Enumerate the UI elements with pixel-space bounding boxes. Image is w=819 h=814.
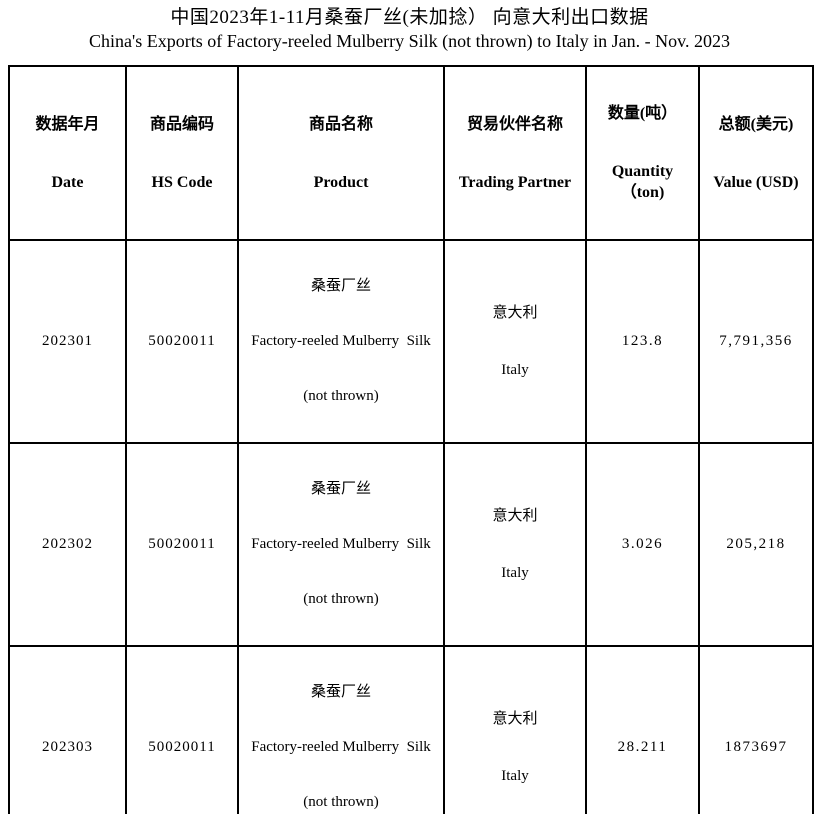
header-quantity-zh: 数量(吨）: [607, 105, 678, 122]
partner-line-zh: 意大利: [492, 507, 538, 524]
table-header-row: 数据年月 Date 商品编码 HS Code 商品名称 Product 贸易伙伴…: [8, 65, 814, 241]
date-cell: 202301: [8, 239, 127, 444]
quantity-cell: 3.026: [585, 442, 700, 647]
header-hs-code: 商品编码 HS Code: [125, 65, 239, 241]
date-cell: 202302: [8, 442, 127, 647]
product-line-note: (not thrown): [303, 591, 379, 607]
partner-line-zh: 意大利: [492, 710, 538, 727]
product-line-note: (not thrown): [303, 388, 379, 404]
product-line-zh: 桑蚕厂丝: [310, 481, 371, 497]
partner-line-en: Italy: [501, 361, 529, 378]
header-quantity-en: Quantity （ton): [611, 163, 678, 201]
header-value-zh: 总额(美元): [718, 115, 794, 133]
table-row: 202303 50020011 桑蚕厂丝 Factory-reeled Mulb…: [8, 645, 814, 814]
header-value-en: Value (USD): [713, 173, 799, 191]
product-line-zh: 桑蚕厂丝: [310, 684, 371, 700]
header-quantity: 数量(吨） Quantity （ton): [585, 65, 700, 241]
product-line-en: Factory-reeled Mulberry Silk: [251, 739, 431, 755]
partner-line-zh: 意大利: [492, 304, 538, 321]
value-cell: 7,791,356: [698, 239, 814, 444]
table-row: 202302 50020011 桑蚕厂丝 Factory-reeled Mulb…: [8, 442, 814, 647]
product-cell: 桑蚕厂丝 Factory-reeled Mulberry Silk (not t…: [237, 442, 445, 647]
product-cell: 桑蚕厂丝 Factory-reeled Mulberry Silk (not t…: [237, 239, 445, 444]
page-title-chinese: 中国2023年1-11月桑蚕厂丝(未加捻） 向意大利出口数据: [170, 7, 649, 28]
partner-cell: 意大利 Italy: [443, 645, 587, 814]
table-row: 202301 50020011 桑蚕厂丝 Factory-reeled Mulb…: [8, 239, 814, 444]
page-title-english: China's Exports of Factory-reeled Mulber…: [89, 31, 730, 51]
header-product: 商品名称 Product: [237, 65, 445, 241]
date-cell: 202303: [8, 645, 127, 814]
hs-code-cell: 50020011: [125, 645, 239, 814]
hs-code-cell: 50020011: [125, 442, 239, 647]
product-line-en: Factory-reeled Mulberry Silk: [251, 536, 431, 552]
partner-line-en: Italy: [501, 564, 529, 581]
header-product-en: Product: [313, 173, 369, 191]
header-hs-code-en: HS Code: [151, 173, 213, 191]
hs-code-cell: 50020011: [125, 239, 239, 444]
export-data-table: 数据年月 Date 商品编码 HS Code 商品名称 Product 贸易伙伴…: [8, 65, 814, 814]
header-trading-partner-en: Trading Partner: [458, 173, 572, 191]
header-hs-code-zh: 商品编码: [149, 115, 214, 133]
value-cell: 205,218: [698, 442, 814, 647]
header-product-zh: 商品名称: [308, 115, 373, 133]
product-cell: 桑蚕厂丝 Factory-reeled Mulberry Silk (not t…: [237, 645, 445, 814]
header-date-en: Date: [51, 173, 84, 191]
header-trading-partner-zh: 贸易伙伴名称: [466, 115, 563, 133]
partner-line-en: Italy: [501, 767, 529, 784]
product-line-note: (not thrown): [303, 794, 379, 810]
quantity-cell: 28.211: [585, 645, 700, 814]
partner-cell: 意大利 Italy: [443, 239, 587, 444]
partner-cell: 意大利 Italy: [443, 442, 587, 647]
product-line-en: Factory-reeled Mulberry Silk: [251, 333, 431, 349]
product-line-zh: 桑蚕厂丝: [310, 278, 371, 294]
header-date-zh: 数据年月: [35, 115, 100, 133]
table-body: 202301 50020011 桑蚕厂丝 Factory-reeled Mulb…: [8, 239, 814, 814]
header-value: 总额(美元) Value (USD): [698, 65, 814, 241]
quantity-cell: 123.8: [585, 239, 700, 444]
value-cell: 1873697: [698, 645, 814, 814]
header-date: 数据年月 Date: [8, 65, 127, 241]
header-trading-partner: 贸易伙伴名称 Trading Partner: [443, 65, 587, 241]
